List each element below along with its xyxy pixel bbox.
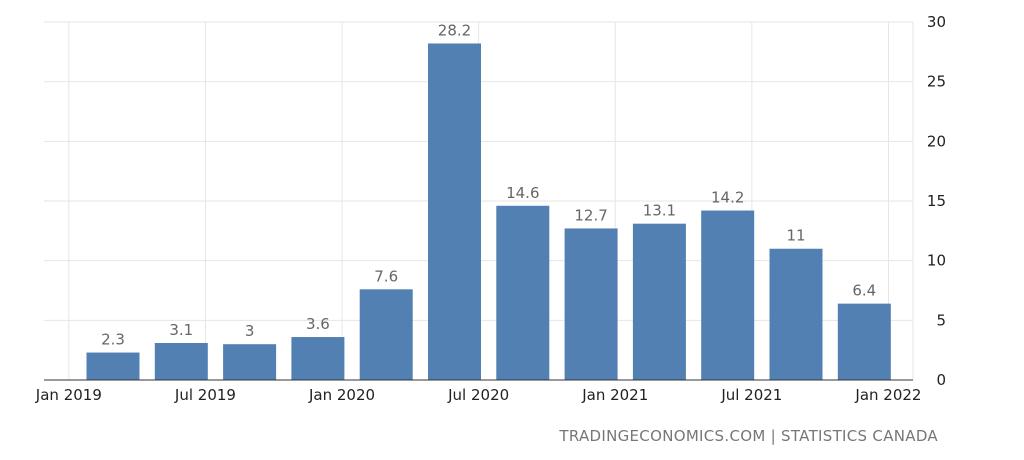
bar [86,352,140,380]
y-tick-label: 20 [927,132,946,150]
data-label: 3.6 [306,315,330,333]
y-tick-label: 15 [927,192,946,210]
data-label: 14.2 [711,189,744,207]
x-tick-label: Jul 2019 [174,386,236,404]
bar [564,228,618,380]
bar [359,289,413,380]
data-label: 3.1 [169,321,193,339]
bar [496,205,550,380]
y-axis: 0 5 10 15 20 25 30 [927,13,946,389]
bars [86,43,891,380]
data-label: 6.4 [852,282,876,300]
x-tick-label: Jan 2019 [35,386,102,404]
x-tick-label: Jul 2020 [447,386,509,404]
source-credit: TRADINGECONOMICS.COM | STATISTICS CANADA [559,427,938,445]
data-label: 11 [786,227,805,245]
x-tick-label: Jan 2020 [308,386,375,404]
y-tick-label: 5 [936,311,946,329]
data-labels: 2.3 3.1 3 3.6 7.6 28.2 14.6 12.7 13.1 14.2 11 6.4 [101,21,876,348]
bar [837,303,891,380]
data-label: 14.6 [506,184,539,202]
bar [701,210,755,380]
bar [769,248,823,380]
bar [154,343,208,380]
data-label: 28.2 [438,21,471,39]
y-tick-label: 10 [927,252,946,270]
data-label: 7.6 [374,267,398,285]
bar [291,337,345,380]
bar [223,344,277,380]
x-tick-label: Jan 2022 [854,386,921,404]
y-tick-label: 25 [927,73,946,91]
x-tick-label: Jul 2021 [720,386,782,404]
y-tick-label: 30 [927,13,946,31]
data-label: 12.7 [574,206,607,224]
data-label: 13.1 [643,202,676,220]
data-label: 3 [245,322,255,340]
x-axis: Jan 2019 Jul 2019 Jan 2020 Jul 2020 Jan 2021… [35,379,921,404]
data-label: 2.3 [101,331,125,349]
bar [428,43,481,380]
bar [632,223,686,380]
y-tick-label: 0 [936,371,946,389]
x-tick-label: Jan 2021 [581,386,648,404]
